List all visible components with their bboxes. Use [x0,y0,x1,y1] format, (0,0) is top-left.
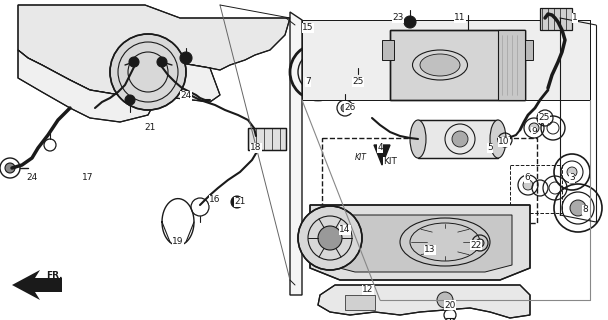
Text: KIT: KIT [355,153,367,162]
Text: 4: 4 [377,143,383,153]
Text: 21: 21 [144,124,156,132]
Circle shape [5,163,15,173]
Bar [390,30,525,100]
Polygon shape [18,50,220,122]
Text: FR.: FR. [46,271,63,280]
Polygon shape [310,205,530,280]
Bar [540,8,572,30]
Circle shape [341,104,349,112]
Bar [248,128,286,150]
Text: 21: 21 [234,197,246,206]
Circle shape [180,52,192,64]
Text: 25: 25 [352,77,364,86]
Text: 16: 16 [209,196,221,204]
Bar [510,165,562,213]
Polygon shape [318,285,530,318]
Circle shape [523,180,533,190]
Text: 10: 10 [498,138,510,147]
Bar [418,120,498,158]
Text: 9: 9 [531,127,537,137]
Polygon shape [12,270,62,300]
Ellipse shape [410,120,426,158]
Bar [322,138,537,223]
Circle shape [541,114,549,122]
Text: 24: 24 [181,92,192,100]
Polygon shape [328,215,512,272]
Text: 8: 8 [582,205,588,214]
Circle shape [129,57,139,67]
Circle shape [404,16,416,28]
Circle shape [476,239,484,247]
Text: 12: 12 [362,285,374,294]
Circle shape [110,34,186,110]
Ellipse shape [420,54,460,76]
Bar [248,128,286,150]
Bar [521,40,533,60]
Circle shape [231,196,243,208]
Text: 22: 22 [471,241,482,250]
Text: 18: 18 [250,143,262,153]
Text: 14: 14 [339,226,351,235]
Polygon shape [18,5,290,95]
Bar [418,120,498,158]
Text: 3: 3 [569,173,575,182]
Text: 26: 26 [344,103,356,113]
Text: 13: 13 [424,245,436,254]
Text: 1: 1 [572,13,578,22]
Polygon shape [290,12,302,295]
Text: 11: 11 [454,13,466,22]
Polygon shape [374,145,390,165]
Bar [498,30,525,100]
Circle shape [125,95,135,105]
Ellipse shape [490,120,506,158]
Circle shape [437,292,453,308]
Bar [345,295,375,310]
Bar [390,30,525,100]
Circle shape [452,131,468,147]
Text: 23: 23 [392,13,404,22]
Circle shape [570,200,586,216]
Ellipse shape [400,218,490,266]
Text: 25: 25 [538,114,550,123]
Text: 24: 24 [26,173,38,182]
Circle shape [529,123,539,133]
Circle shape [157,57,167,67]
Circle shape [350,74,366,90]
Bar [382,40,394,60]
Text: 6: 6 [524,173,530,182]
Text: 17: 17 [82,173,94,182]
Text: 5: 5 [487,143,493,153]
Polygon shape [302,20,590,100]
Circle shape [567,167,577,177]
Text: KIT: KIT [383,157,397,166]
Text: 20: 20 [444,300,455,309]
Text: 19: 19 [172,237,184,246]
Circle shape [298,206,362,270]
Circle shape [318,226,342,250]
Text: 15: 15 [302,23,314,33]
Circle shape [502,137,508,143]
Text: 7: 7 [305,77,311,86]
